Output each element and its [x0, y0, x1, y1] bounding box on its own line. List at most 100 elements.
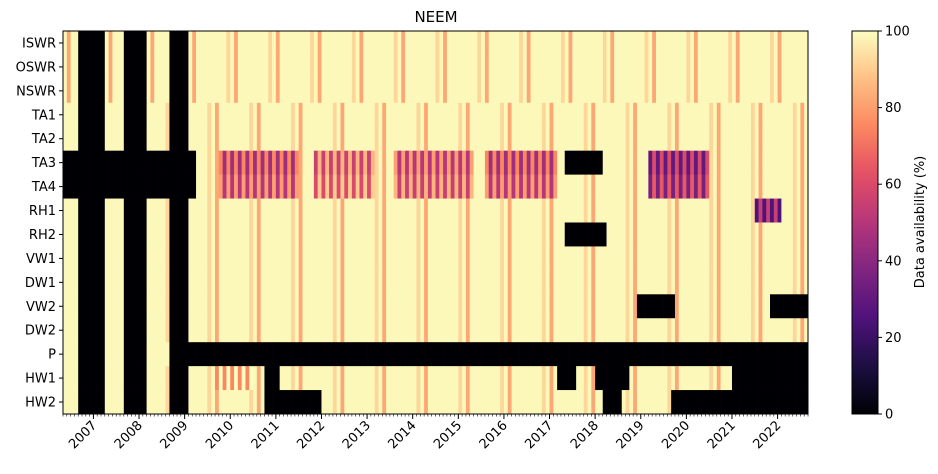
heatmap-cell: [766, 102, 771, 128]
heatmap-cell: [192, 174, 197, 199]
heatmap-cell: [241, 222, 246, 247]
heatmap-cell: [108, 198, 113, 223]
heatmap-cell: [310, 31, 315, 56]
y-tick-label: TA3: [31, 156, 56, 171]
heatmap-cell: [416, 78, 421, 104]
heatmap-cell: [731, 126, 737, 152]
heatmap-cell: [754, 342, 759, 367]
heatmap-cell: [374, 102, 379, 128]
heatmap-cell: [716, 126, 721, 152]
heatmap-cell: [754, 222, 759, 247]
heatmap-cell: [120, 174, 125, 199]
heatmap-cell: [519, 174, 524, 199]
heatmap-cell: [614, 102, 619, 128]
heatmap-cell: [693, 174, 699, 199]
heatmap-cell: [256, 198, 261, 223]
heatmap-cell: [340, 198, 345, 223]
heatmap-cell: [686, 342, 691, 367]
heatmap-cell: [640, 246, 645, 271]
heatmap-cell: [351, 222, 357, 247]
heatmap-cell: [363, 246, 368, 271]
heatmap-cell: [192, 318, 197, 343]
heatmap-cell: [709, 102, 714, 128]
heatmap-cell: [458, 270, 463, 295]
heatmap-cell: [310, 78, 315, 104]
heatmap-cell: [450, 174, 455, 199]
heatmap-cell: [291, 31, 296, 56]
heatmap-cell: [158, 150, 163, 175]
heatmap-cell: [165, 222, 170, 247]
heatmap-cell: [146, 54, 151, 80]
heatmap-cell: [511, 150, 516, 175]
heatmap-cell: [199, 270, 204, 295]
colorbar-tick-label: 40: [885, 254, 902, 269]
heatmap-cell: [150, 150, 155, 175]
heatmap-cell: [241, 126, 246, 152]
heatmap-cell: [796, 246, 801, 271]
heatmap-cell: [158, 318, 163, 343]
heatmap-cell: [325, 222, 330, 247]
heatmap-cell: [234, 318, 239, 343]
heatmap-cell: [781, 198, 786, 223]
heatmap-cell: [526, 270, 531, 295]
heatmap-cell: [674, 150, 680, 175]
heatmap-cell: [781, 390, 786, 415]
heatmap-cell: [340, 174, 345, 199]
heatmap-cell: [731, 174, 737, 199]
heatmap-cell: [747, 366, 752, 391]
heatmap-cell: [557, 198, 562, 223]
heatmap-cell: [538, 126, 543, 152]
heatmap-cell: [705, 222, 710, 247]
heatmap-cell: [188, 126, 193, 152]
heatmap-cell: [150, 342, 155, 367]
heatmap-cell: [302, 390, 307, 415]
x-tick-label: 2008: [112, 418, 146, 452]
heatmap-cell: [750, 270, 756, 295]
heatmap-cell: [283, 342, 288, 367]
heatmap-cell: [587, 366, 592, 391]
heatmap-cell: [348, 342, 353, 367]
heatmap-cell: [397, 294, 402, 319]
heatmap-cell: [781, 174, 786, 199]
heatmap-cell: [146, 342, 151, 367]
heatmap-cell: [215, 198, 220, 223]
heatmap-cell: [340, 342, 345, 367]
heatmap-cell: [614, 270, 619, 295]
heatmap-cell: [112, 174, 117, 199]
heatmap-cell: [473, 31, 478, 56]
heatmap-cell: [359, 150, 364, 175]
heatmap-cell: [705, 31, 710, 56]
heatmap-cell: [484, 294, 490, 319]
heatmap-cell: [97, 222, 102, 247]
heatmap-cell: [678, 294, 683, 319]
heatmap-cell: [572, 150, 577, 175]
heatmap-cell: [63, 390, 68, 415]
heatmap-cell: [321, 31, 326, 56]
heatmap-cell: [572, 222, 577, 247]
heatmap-cell: [785, 246, 790, 271]
heatmap-cell: [199, 150, 204, 175]
heatmap-cell: [492, 150, 497, 175]
heatmap-cell: [769, 270, 775, 295]
heatmap-cell: [655, 102, 661, 128]
heatmap-cell: [458, 222, 463, 247]
heatmap-cell: [272, 198, 277, 223]
heatmap-cell: [446, 246, 452, 271]
heatmap-cell: [469, 150, 474, 175]
heatmap-cell: [636, 174, 642, 199]
heatmap-cell: [534, 318, 539, 343]
heatmap-cell: [131, 342, 136, 367]
heatmap-cell: [674, 174, 680, 199]
heatmap-cell: [196, 318, 201, 343]
heatmap-cell: [215, 78, 220, 104]
heatmap-cell: [222, 294, 227, 319]
heatmap-cell: [101, 150, 106, 175]
heatmap-cell: [492, 390, 497, 415]
heatmap-cell: [800, 246, 805, 271]
heatmap-cell: [598, 318, 604, 343]
heatmap-cell: [724, 294, 729, 319]
heatmap-cell: [70, 318, 75, 343]
heatmap-cell: [355, 246, 360, 271]
heatmap-cell: [443, 318, 448, 343]
heatmap-cell: [291, 270, 296, 295]
